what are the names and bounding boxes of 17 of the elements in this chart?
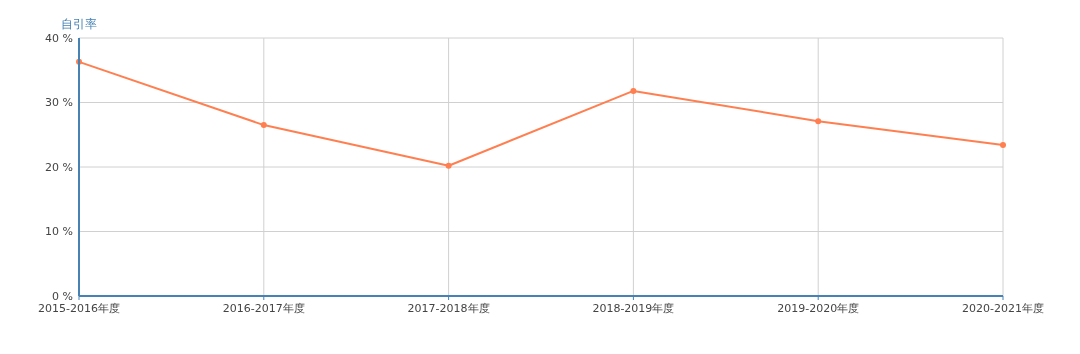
- x-tick-label: 2017-2018年度: [407, 302, 490, 315]
- y-tick-label: 40 %: [45, 31, 73, 45]
- x-tick-label: 2016-2017年度: [222, 302, 305, 315]
- x-tick-label: 2015-2016年度: [38, 302, 120, 315]
- y-tick-label: 10 %: [45, 225, 73, 239]
- point: [630, 87, 637, 94]
- x-tick-label: 2018-2019年度: [592, 302, 675, 315]
- x-tick-label: 2019-2020年度: [777, 302, 860, 315]
- y-tick-label: 0 %: [52, 289, 73, 303]
- point: [260, 122, 267, 129]
- x-tick-label: 2020-2021年度: [962, 302, 1044, 315]
- point: [815, 118, 822, 125]
- point: [1000, 142, 1006, 149]
- y-axis-title: 自引率: [61, 17, 97, 31]
- y-tick-label: 30 %: [45, 96, 73, 110]
- y-tick-label: 20 %: [45, 160, 73, 174]
- point: [445, 162, 452, 169]
